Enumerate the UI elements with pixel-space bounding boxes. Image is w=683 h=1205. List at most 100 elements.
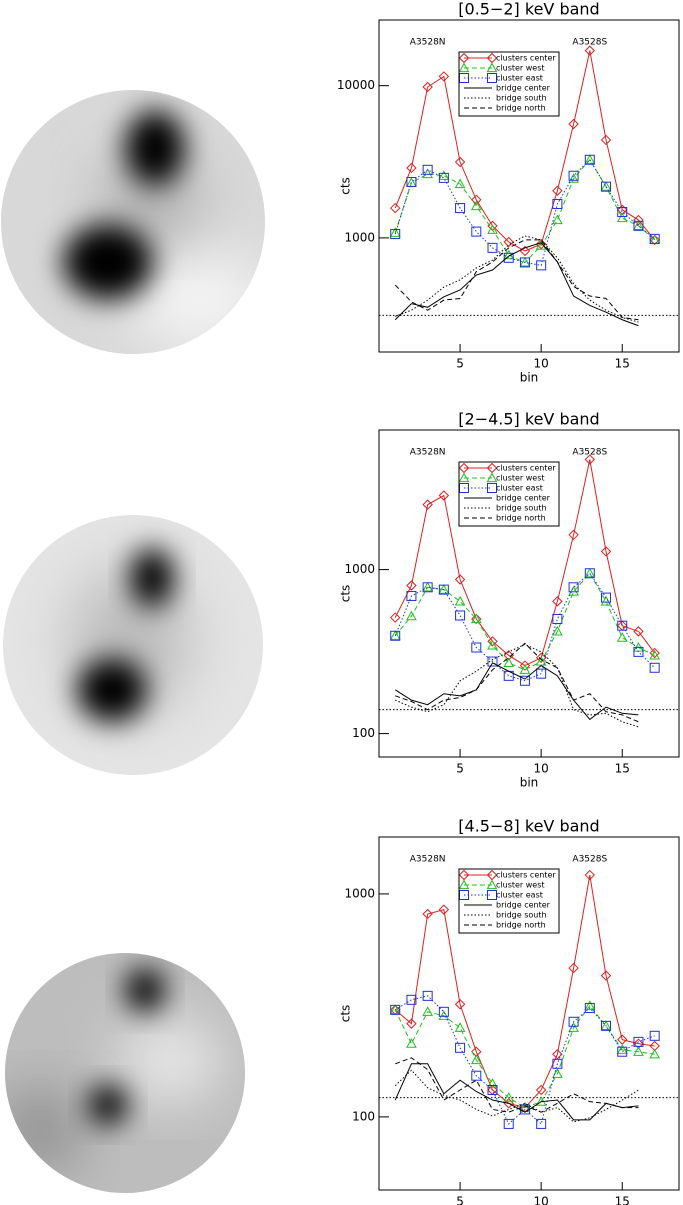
marker-diamond bbox=[390, 202, 401, 214]
marker-triangle bbox=[600, 595, 612, 606]
marker-diamond bbox=[487, 636, 498, 647]
marker-triangle bbox=[422, 1006, 433, 1016]
marker-diamond bbox=[519, 660, 531, 671]
legend-label: bridge north bbox=[496, 104, 546, 113]
series-line bbox=[394, 50, 656, 252]
legend-label: bridge south bbox=[496, 94, 547, 103]
legend-label: bridge south bbox=[496, 911, 547, 920]
y-tick-label: 100 bbox=[352, 726, 375, 740]
marker-diamond bbox=[471, 194, 482, 205]
y-tick-label: 1000 bbox=[344, 886, 375, 900]
marker-diamond bbox=[552, 596, 563, 607]
plot-frame bbox=[378, 19, 680, 353]
y-axis-label: cts bbox=[339, 177, 353, 195]
marker-triangle bbox=[584, 567, 596, 578]
legend-label: clusters center bbox=[496, 54, 556, 63]
marker-square bbox=[422, 164, 433, 175]
y-tick-label: 1000 bbox=[344, 230, 375, 244]
marker-diamond bbox=[568, 118, 579, 130]
chart-title: [4.5−8] keV band bbox=[458, 817, 599, 836]
marker-square bbox=[601, 592, 612, 603]
marker-diamond bbox=[552, 1049, 563, 1060]
series-line bbox=[394, 1069, 639, 1123]
marker-triangle bbox=[616, 212, 628, 223]
x-tick-label: 10 bbox=[534, 762, 549, 776]
marker-square bbox=[455, 610, 466, 621]
legend-label: bridge center bbox=[496, 84, 551, 93]
marker-triangle bbox=[487, 1078, 498, 1088]
legend-label: bridge north bbox=[496, 921, 546, 930]
legend-label: cluster west bbox=[496, 64, 545, 73]
marker-triangle bbox=[616, 632, 628, 642]
marker-triangle bbox=[389, 1004, 401, 1014]
image-medium bbox=[3, 515, 263, 775]
marker-triangle bbox=[487, 639, 498, 650]
marker-triangle bbox=[568, 173, 579, 183]
annotation: A3528N bbox=[410, 448, 446, 458]
marker-square bbox=[503, 252, 514, 263]
marker-square bbox=[584, 568, 595, 579]
marker-diamond bbox=[584, 454, 596, 465]
marker-triangle bbox=[406, 610, 417, 621]
annotation: A3528N bbox=[410, 38, 446, 48]
marker-triangle bbox=[552, 625, 563, 636]
chart-title: [0.5−2] keV band bbox=[458, 0, 599, 19]
marker-square bbox=[455, 1042, 466, 1053]
x-tick-label: 15 bbox=[615, 357, 630, 371]
marker-triangle bbox=[568, 1022, 579, 1032]
x-axis-label: bin bbox=[520, 371, 539, 385]
legend-label: clusters center bbox=[496, 871, 556, 880]
marker-triangle bbox=[519, 664, 531, 674]
marker-square bbox=[568, 170, 579, 181]
marker-square bbox=[471, 226, 482, 237]
marker-triangle bbox=[486, 879, 498, 890]
marker-triangle bbox=[633, 1046, 644, 1056]
marker-square bbox=[536, 260, 547, 271]
marker-triangle bbox=[503, 1092, 515, 1102]
marker-triangle bbox=[649, 649, 661, 660]
marker-diamond bbox=[406, 1018, 417, 1029]
marker-triangle bbox=[633, 220, 644, 230]
marker-square bbox=[649, 662, 660, 673]
x-tick-label: 15 bbox=[615, 762, 630, 776]
marker-diamond bbox=[471, 613, 482, 625]
legend-label: cluster east bbox=[496, 74, 543, 83]
marker-square bbox=[438, 1006, 449, 1017]
series-line bbox=[395, 1057, 639, 1113]
marker-diamond bbox=[535, 652, 547, 663]
marker-triangle bbox=[503, 657, 515, 667]
x-tick-label: 15 bbox=[615, 1195, 630, 1205]
marker-square bbox=[390, 1004, 401, 1015]
legend-frame bbox=[458, 51, 560, 117]
y-axis-label: cts bbox=[339, 1005, 353, 1023]
marker-triangle bbox=[600, 181, 612, 191]
marker-triangle bbox=[438, 1010, 450, 1020]
marker-square bbox=[584, 154, 595, 165]
series-line bbox=[394, 1063, 639, 1121]
marker-triangle bbox=[389, 227, 401, 237]
marker-diamond bbox=[422, 81, 433, 93]
legend-label: cluster west bbox=[496, 881, 545, 890]
marker-triangle bbox=[649, 1048, 661, 1059]
x-tick-label: 10 bbox=[534, 357, 549, 371]
y-axis-label: cts bbox=[339, 585, 353, 603]
legend-label: bridge south bbox=[496, 504, 547, 513]
marker-square bbox=[471, 642, 482, 653]
series-line bbox=[395, 643, 639, 728]
marker-square bbox=[487, 1085, 498, 1096]
series-line bbox=[394, 874, 655, 1109]
marker-square bbox=[503, 1118, 514, 1129]
marker-square bbox=[649, 1030, 660, 1041]
marker-diamond bbox=[454, 999, 466, 1010]
x-tick-label: 5 bbox=[456, 762, 464, 776]
legend-label: cluster east bbox=[496, 891, 543, 900]
y-tick-label: 1000 bbox=[344, 562, 375, 576]
marker-triangle bbox=[422, 581, 433, 592]
marker-square bbox=[649, 233, 660, 244]
series-line bbox=[394, 1004, 655, 1109]
image-hard bbox=[5, 953, 245, 1193]
marker-triangle bbox=[519, 256, 531, 267]
series-line bbox=[394, 239, 639, 321]
series-line bbox=[394, 572, 656, 682]
plot-frame bbox=[378, 836, 680, 1191]
